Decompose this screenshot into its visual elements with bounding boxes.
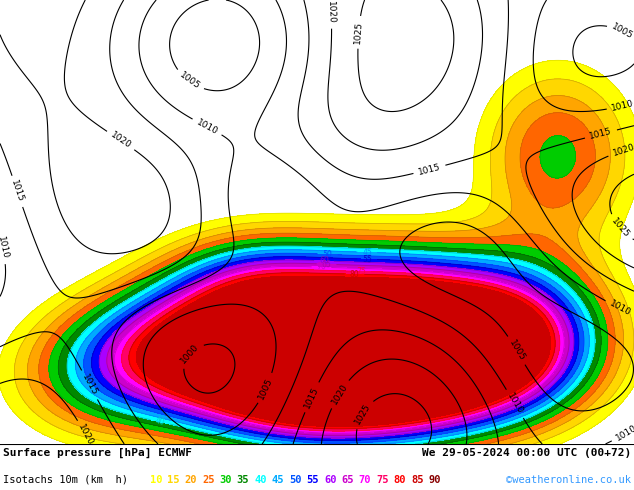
Text: 1010: 1010 xyxy=(505,392,524,416)
Text: 1020: 1020 xyxy=(327,0,336,24)
Text: 1010: 1010 xyxy=(0,236,10,260)
Text: 1025: 1025 xyxy=(609,217,631,240)
Text: 1005: 1005 xyxy=(507,338,526,363)
Text: 55: 55 xyxy=(362,254,372,264)
Text: 10: 10 xyxy=(150,475,162,485)
Text: 1020: 1020 xyxy=(108,130,133,150)
Text: 90: 90 xyxy=(429,475,441,485)
Text: 45: 45 xyxy=(271,475,284,485)
Text: 20: 20 xyxy=(184,475,197,485)
Text: 40: 40 xyxy=(254,475,267,485)
Text: 70: 70 xyxy=(316,263,327,272)
Text: 30: 30 xyxy=(219,475,232,485)
Text: 50: 50 xyxy=(323,250,333,259)
Text: 35: 35 xyxy=(237,475,249,485)
Text: We 29-05-2024 00:00 UTC (00+72): We 29-05-2024 00:00 UTC (00+72) xyxy=(422,448,631,458)
Text: 1010: 1010 xyxy=(614,423,634,442)
Text: 1010: 1010 xyxy=(195,118,219,136)
Text: 75: 75 xyxy=(376,475,389,485)
Text: 1015: 1015 xyxy=(10,179,25,204)
Text: 80: 80 xyxy=(394,475,406,485)
Text: 60: 60 xyxy=(319,256,329,266)
Text: 1015: 1015 xyxy=(417,162,442,177)
Text: 1020: 1020 xyxy=(612,143,634,158)
Text: ©weatheronline.co.uk: ©weatheronline.co.uk xyxy=(506,475,631,485)
Text: 1020: 1020 xyxy=(330,382,349,406)
Text: 1025: 1025 xyxy=(353,402,372,426)
Text: 65: 65 xyxy=(321,260,332,269)
Text: 70: 70 xyxy=(359,475,372,485)
Text: 80: 80 xyxy=(349,270,359,279)
Text: 1005: 1005 xyxy=(611,22,634,41)
Text: 1010: 1010 xyxy=(608,299,632,318)
Text: 60: 60 xyxy=(324,475,337,485)
Text: 75: 75 xyxy=(356,267,366,276)
Text: 25: 25 xyxy=(202,475,214,485)
Text: 45: 45 xyxy=(362,248,372,257)
Text: 15: 15 xyxy=(167,475,179,485)
Text: 65: 65 xyxy=(341,475,354,485)
Text: 1015: 1015 xyxy=(302,385,321,410)
Text: 1005: 1005 xyxy=(257,376,275,401)
Text: 1000: 1000 xyxy=(179,342,201,366)
Text: Isotachs 10m (km  h): Isotachs 10m (km h) xyxy=(3,475,128,485)
Text: 1020: 1020 xyxy=(76,423,95,447)
Text: 1005: 1005 xyxy=(178,71,201,92)
Text: 55: 55 xyxy=(307,475,319,485)
Text: 85: 85 xyxy=(411,475,424,485)
Text: Surface pressure [hPa] ECMWF: Surface pressure [hPa] ECMWF xyxy=(3,448,192,458)
Text: 40: 40 xyxy=(154,416,166,427)
Text: 50: 50 xyxy=(289,475,302,485)
Text: 1010: 1010 xyxy=(611,98,634,113)
Text: 1015: 1015 xyxy=(80,373,99,397)
Text: 1025: 1025 xyxy=(353,21,364,44)
Text: 1015: 1015 xyxy=(589,127,613,141)
